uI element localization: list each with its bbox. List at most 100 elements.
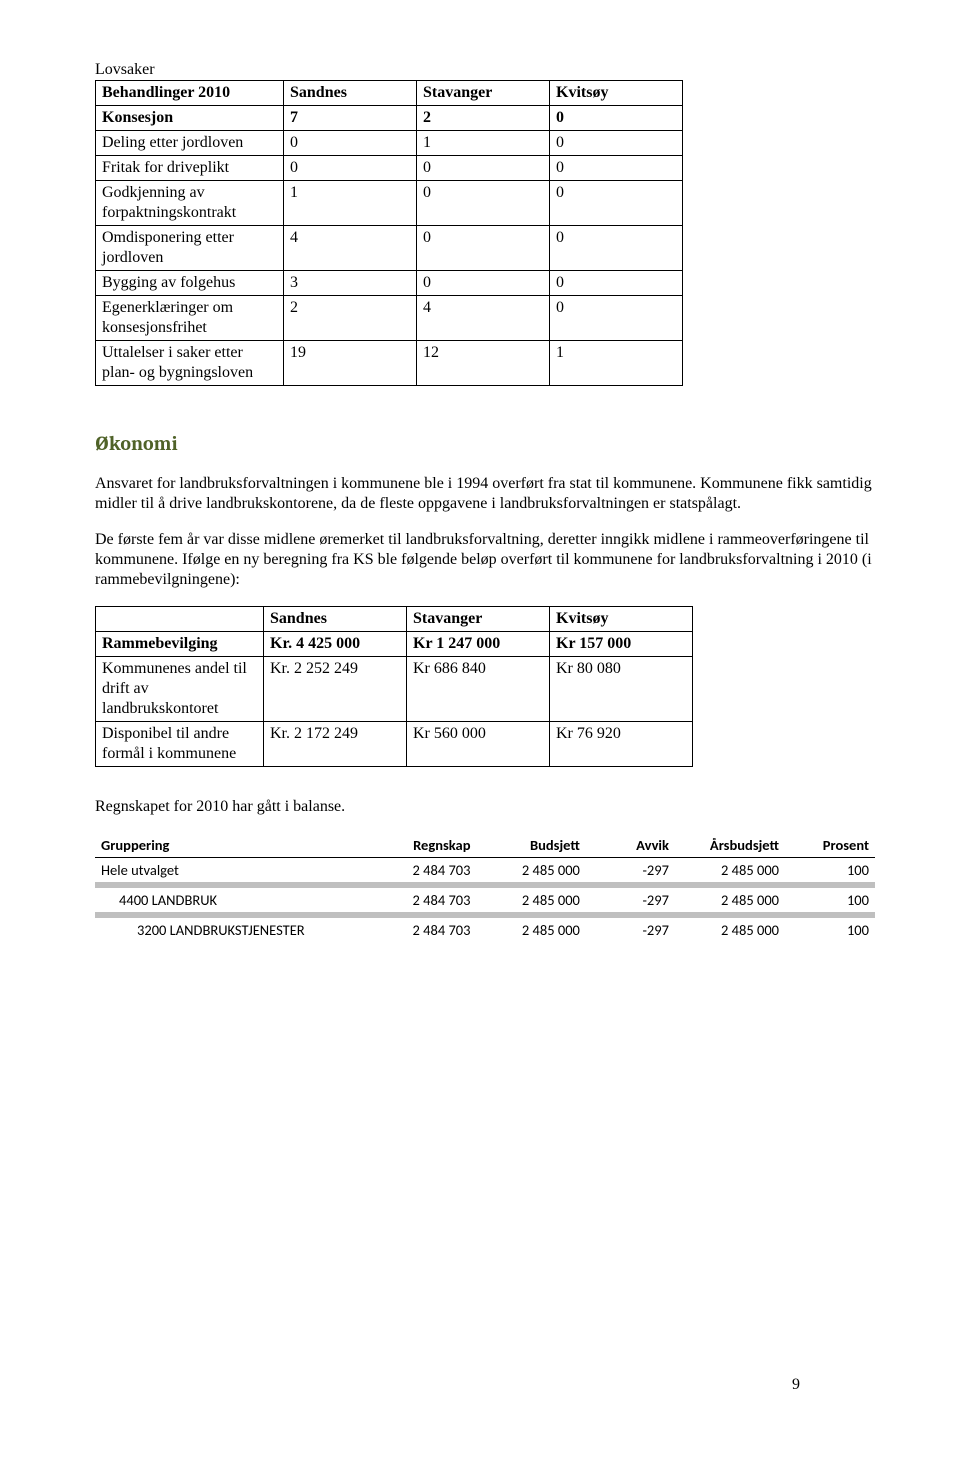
table-cell: Rammebevilging [96, 632, 264, 657]
col-header: Budsjett [477, 833, 586, 858]
table-cell: 2 484 703 [367, 918, 476, 942]
table-cell: Kr 1 247 000 [407, 632, 550, 657]
table-cell: -297 [586, 888, 675, 912]
budget-table: Sandnes Stavanger Kvitsøy Rammebevilging… [95, 606, 693, 767]
table-cell: 0 [550, 156, 683, 181]
table-cell: 0 [550, 296, 683, 341]
table-cell: Kr. 2 172 249 [264, 722, 407, 767]
table-cell: 0 [417, 181, 550, 226]
table-cell: 0 [417, 156, 550, 181]
table-row: 4400 LANDBRUK2 484 7032 485 000-2972 485… [95, 888, 875, 912]
table-cell: 1 [417, 131, 550, 156]
table-cell: 3200 LANDBRUKSTJENESTER [95, 918, 367, 942]
table-cell: 2 [417, 106, 550, 131]
table-header-row: Sandnes Stavanger Kvitsøy [96, 607, 693, 632]
col-header: Gruppering [95, 833, 367, 858]
table-row: Disponibel til andre formål i kommuneneK… [96, 722, 693, 767]
table-header-row: Behandlinger 2010 Sandnes Stavanger Kvit… [96, 81, 683, 106]
table-cell: Godkjenning av forpaktningskontrakt [96, 181, 284, 226]
table-cell: 12 [417, 341, 550, 386]
table-cell: 2 485 000 [675, 858, 785, 883]
col-header: Sandnes [284, 81, 417, 106]
paragraph: Regnskapet for 2010 har gått i balanse. [95, 797, 880, 817]
table-cell: Kommunenes andel til drift av landbruksk… [96, 657, 264, 722]
table-row: Uttalelser i saker etter plan- og bygnin… [96, 341, 683, 386]
table-cell: 0 [284, 131, 417, 156]
table-row: Omdisponering etter jordloven400 [96, 226, 683, 271]
table-cell: 2 [284, 296, 417, 341]
table-cell: 100 [785, 888, 875, 912]
table-cell: 2 484 703 [367, 888, 476, 912]
col-header: Stavanger [407, 607, 550, 632]
table-cell: 0 [550, 131, 683, 156]
table-header-row: Gruppering Regnskap Budsjett Avvik Årsbu… [95, 833, 875, 858]
table-row: Hele utvalget2 484 7032 485 000-2972 485… [95, 858, 875, 883]
table-cell: Uttalelser i saker etter plan- og bygnin… [96, 341, 284, 386]
table-cell: 2 485 000 [477, 918, 586, 942]
table-row: 3200 LANDBRUKSTJENESTER2 484 7032 485 00… [95, 918, 875, 942]
table-cell: Fritak for driveplikt [96, 156, 284, 181]
table-cell: 7 [284, 106, 417, 131]
table-row: RammebevilgingKr. 4 425 000Kr 1 247 000K… [96, 632, 693, 657]
col-header [96, 607, 264, 632]
table-cell: 1 [284, 181, 417, 226]
table-cell: 3 [284, 271, 417, 296]
table-cell: 100 [785, 858, 875, 883]
table-cell: Konsesjon [96, 106, 284, 131]
col-header: Avvik [586, 833, 675, 858]
table-cell: Disponibel til andre formål i kommunene [96, 722, 264, 767]
table-cell: 1 [550, 341, 683, 386]
table-cell: 2 485 000 [477, 888, 586, 912]
table-row: Konsesjon720 [96, 106, 683, 131]
col-header: Årsbudsjett [675, 833, 785, 858]
okonomi-heading: Økonomi [95, 431, 880, 456]
table-cell: 0 [550, 106, 683, 131]
table-cell: 0 [550, 181, 683, 226]
table-cell: -297 [586, 918, 675, 942]
table-cell: 2 485 000 [477, 858, 586, 883]
table-row: Deling etter jordloven010 [96, 131, 683, 156]
table-cell: 4 [284, 226, 417, 271]
page-number: 9 [792, 1375, 800, 1395]
table-cell: 100 [785, 918, 875, 942]
table-cell: Kr 686 840 [407, 657, 550, 722]
table-cell: -297 [586, 858, 675, 883]
lovsaker-title: Lovsaker [95, 60, 880, 80]
table-cell: 0 [550, 271, 683, 296]
table-cell: Omdisponering etter jordloven [96, 226, 284, 271]
table-row: Bygging av folgehus300 [96, 271, 683, 296]
paragraph: De første fem år var disse midlene øreme… [95, 530, 880, 590]
col-header: Behandlinger 2010 [96, 81, 284, 106]
table-cell: Kr 76 920 [550, 722, 693, 767]
regnskap-table: Gruppering Regnskap Budsjett Avvik Årsbu… [95, 833, 875, 943]
col-header: Prosent [785, 833, 875, 858]
table-cell: Kr 80 080 [550, 657, 693, 722]
col-header: Regnskap [367, 833, 476, 858]
table-cell: 0 [417, 226, 550, 271]
col-header: Kvitsøy [550, 607, 693, 632]
paragraph: Ansvaret for landbruksforvaltningen i ko… [95, 474, 880, 514]
table-cell: Kr. 2 252 249 [264, 657, 407, 722]
table-cell: 2 485 000 [675, 918, 785, 942]
col-header: Stavanger [417, 81, 550, 106]
table-row: Egenerklæringer om konsesjonsfrihet240 [96, 296, 683, 341]
table-cell: 2 485 000 [675, 888, 785, 912]
table-cell: 0 [284, 156, 417, 181]
table-cell: 0 [417, 271, 550, 296]
table-cell: Kr 560 000 [407, 722, 550, 767]
table-row: Fritak for driveplikt000 [96, 156, 683, 181]
col-header: Sandnes [264, 607, 407, 632]
table-cell: Egenerklæringer om konsesjonsfrihet [96, 296, 284, 341]
table-cell: 0 [550, 226, 683, 271]
lovsaker-table: Behandlinger 2010 Sandnes Stavanger Kvit… [95, 80, 683, 386]
table-cell: Kr. 4 425 000 [264, 632, 407, 657]
col-header: Kvitsøy [550, 81, 683, 106]
table-cell: Deling etter jordloven [96, 131, 284, 156]
table-cell: 2 484 703 [367, 858, 476, 883]
table-cell: 4 [417, 296, 550, 341]
table-cell: 4400 LANDBRUK [95, 888, 367, 912]
table-row: Kommunenes andel til drift av landbruksk… [96, 657, 693, 722]
table-row: Godkjenning av forpaktningskontrakt100 [96, 181, 683, 226]
table-cell: Hele utvalget [95, 858, 367, 883]
table-cell: Bygging av folgehus [96, 271, 284, 296]
